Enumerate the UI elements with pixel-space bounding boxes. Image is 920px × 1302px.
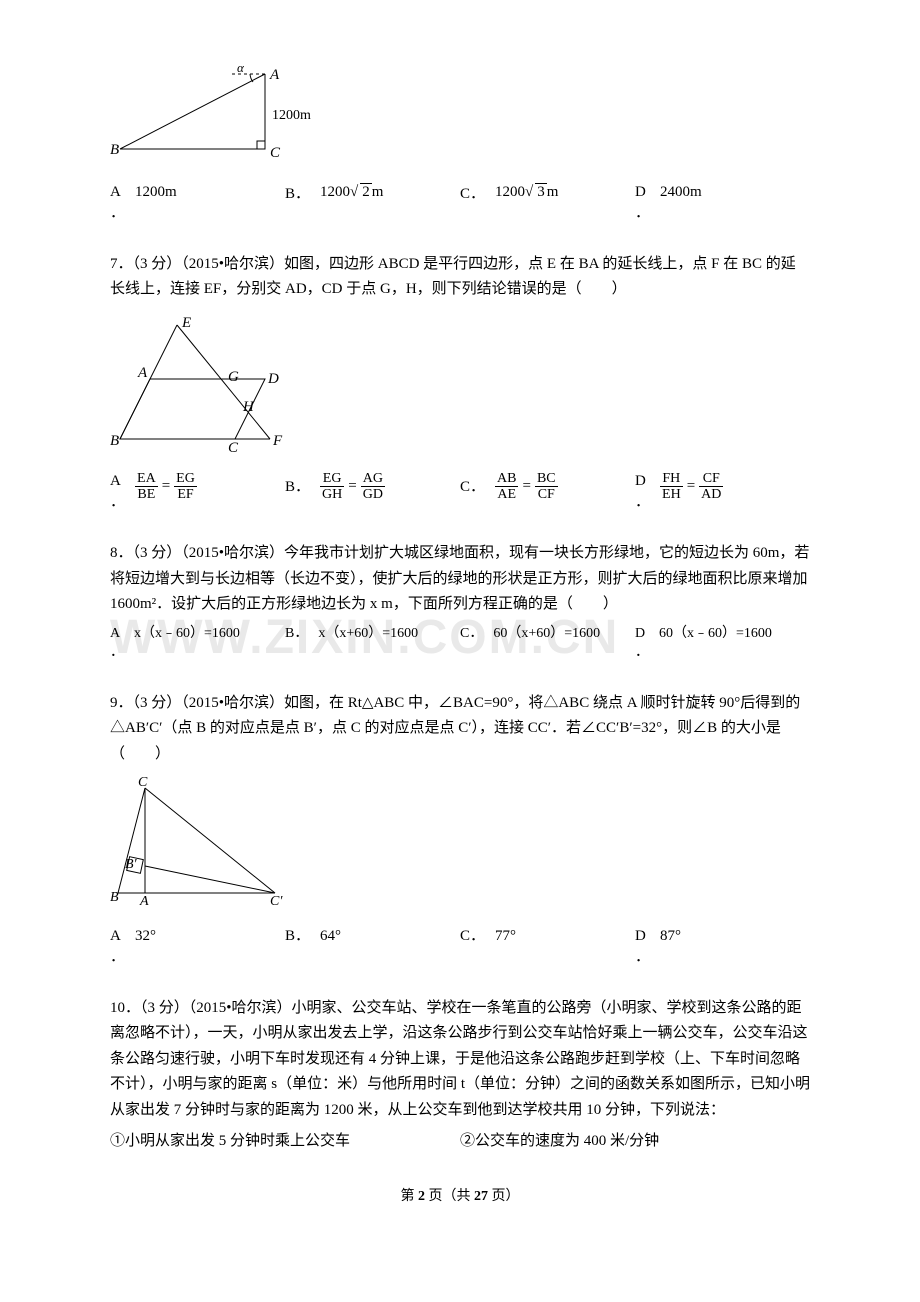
q8-option-B: B． x（x+60）=1600 — [285, 624, 460, 663]
q6-option-A: A． 1200m — [110, 182, 285, 224]
svg-text:A: A — [137, 365, 148, 381]
q6-label-C: C — [270, 145, 281, 161]
q6-side-label: 1200m — [272, 108, 311, 123]
question-9: 9．（3 分）（2015•哈尔滨）如图，在 Rt△ABC 中，∠BAC=90°，… — [110, 691, 810, 968]
q9-option-C: C． 77° — [460, 926, 635, 968]
q6-optB-pre: 1200 — [320, 184, 350, 200]
q8-option-A: A． x（x﹣60）=1600 — [110, 624, 285, 663]
q6-optC-post: m — [547, 184, 559, 200]
q6-optB-post: m — [372, 184, 384, 200]
q10-item-1: ①小明从家出发 5 分钟时乘上公交车 — [110, 1129, 460, 1155]
question-10: 10．（3 分）（2015•哈尔滨）小明家、公交车站、学校在一条笔直的公路旁（小… — [110, 996, 810, 1155]
question-6: A B C α 1200m A． 1200m B． 1200√2m — [110, 64, 810, 224]
page-number: 2 — [418, 1189, 425, 1204]
svg-text:C: C — [138, 775, 148, 790]
q6-option-D: D． 2400m — [635, 182, 810, 224]
q6-optC-pre: 1200 — [495, 184, 525, 200]
svg-text:C: C — [228, 440, 239, 454]
svg-text:H: H — [242, 399, 255, 415]
q7-option-B: B． EGGH=AGGD — [285, 471, 460, 513]
q6-label-B: B — [110, 142, 119, 158]
q7-option-C: C． ABAE=BCCF — [460, 471, 635, 513]
opt-letter-D: D — [635, 184, 646, 200]
question-8: 8．（3 分）（2015•哈尔滨）今年我市计划扩大城区绿地面积，现有一块长方形绿… — [110, 541, 810, 663]
q6-optC-rad: 3 — [535, 183, 547, 200]
q8-options: A． x（x﹣60）=1600 B． x（x+60）=1600 C． 60（x+… — [110, 624, 810, 663]
q9-options: A． 32° B． 64° C． 77° D． 87° — [110, 926, 810, 968]
svg-text:D: D — [267, 371, 279, 387]
q6-optA-text: 1200m — [135, 182, 177, 203]
question-7: 7．（3 分）（2015•哈尔滨）如图，四边形 ABCD 是平行四边形，点 E … — [110, 252, 810, 514]
svg-text:B: B — [110, 890, 119, 905]
page-footer: 第 2 页（共 27 页） — [110, 1185, 810, 1205]
svg-text:A: A — [139, 894, 149, 908]
q6-option-B: B． 1200√2m — [285, 182, 460, 224]
svg-text:B: B — [110, 433, 119, 449]
q10-item-2: ②公交车的速度为 400 米/分钟 — [460, 1129, 810, 1155]
q7-options: A． EABE=EGEF B． EGGH=AGGD C． ABAE=BCCF — [110, 471, 810, 513]
q9-option-B: B． 64° — [285, 926, 460, 968]
q8-option-C: C． 60（x+60）=1600 — [460, 624, 635, 663]
q6-optB-rad: 2 — [360, 183, 372, 200]
q9-option-D: D． 87° — [635, 926, 810, 968]
svg-text:E: E — [181, 315, 191, 331]
opt-letter-A: A — [110, 184, 121, 200]
q10-stem: 10．（3 分）（2015•哈尔滨）小明家、公交车站、学校在一条笔直的公路旁（小… — [110, 996, 810, 1124]
q8-option-D: D． 60（x﹣60）=1600 — [635, 624, 810, 663]
q7-figure: E A D B C F G H — [110, 309, 810, 464]
q9-stem: 9．（3 分）（2015•哈尔滨）如图，在 Rt△ABC 中，∠BAC=90°，… — [110, 691, 810, 768]
svg-text:G: G — [228, 369, 239, 385]
q7-option-A: A． EABE=EGEF — [110, 471, 285, 513]
q6-option-C: C． 1200√3m — [460, 182, 635, 224]
q7-option-D: D． FHEH=CFAD — [635, 471, 810, 513]
q6-label-alpha: α — [237, 64, 245, 75]
svg-text:C′: C′ — [270, 894, 283, 908]
q9-figure: B A C C′ B′ — [110, 773, 810, 918]
q8-stem: 8．（3 分）（2015•哈尔滨）今年我市计划扩大城区绿地面积，现有一块长方形绿… — [110, 541, 810, 618]
q9-option-A: A． 32° — [110, 926, 285, 968]
page-total: 27 — [474, 1189, 488, 1204]
q6-options: A． 1200m B． 1200√2m C． 1200√3m D． — [110, 182, 810, 224]
q7-stem: 7．（3 分）（2015•哈尔滨）如图，四边形 ABCD 是平行四边形，点 E … — [110, 252, 810, 303]
svg-text:F: F — [272, 433, 283, 449]
q6-figure: A B C α 1200m — [110, 64, 810, 174]
q6-optD-text: 2400m — [660, 182, 702, 203]
q6-label-A: A — [269, 67, 280, 83]
